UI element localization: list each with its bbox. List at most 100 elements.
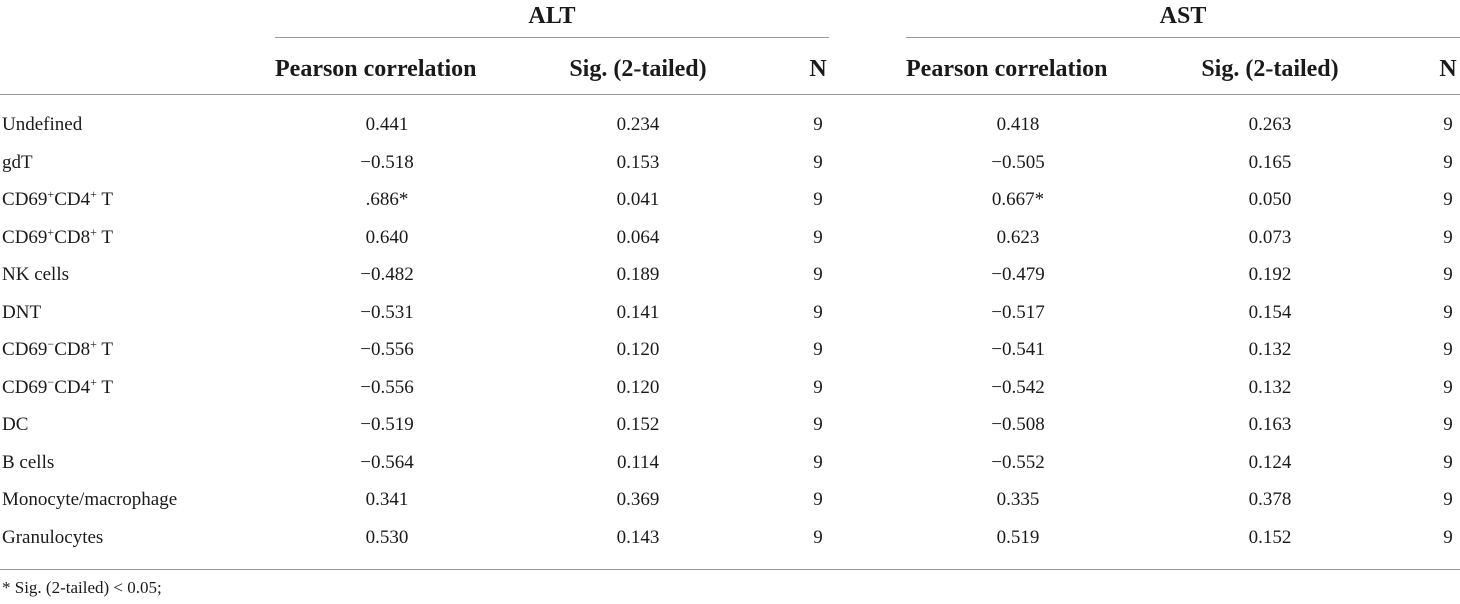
group-divider-ast (906, 37, 1460, 38)
table-row: DNT −0.531 0.141 9 −0.517 0.154 9 (0, 294, 1460, 332)
ast-pearson-cell: 0.623 (996, 226, 1040, 248)
column-header-ast-n: N (1439, 56, 1457, 82)
row-label: Granulocytes (2, 526, 104, 548)
ast-n-cell: 9 (1443, 301, 1453, 323)
alt-sig-cell: 0.141 (616, 301, 660, 323)
alt-sig-cell: 0.120 (616, 339, 660, 360)
alt-n-cell: 9 (813, 264, 823, 285)
table-row: gdT −0.518 0.153 9 −0.505 0.165 9 (0, 144, 1460, 182)
ast-pearson-cell: 0.335 (996, 489, 1040, 510)
ast-pearson-cell: −0.542 (991, 376, 1045, 398)
table-row: Undefined 0.441 0.234 9 0.418 0.263 9 (0, 106, 1460, 144)
alt-sig-cell: 0.189 (616, 264, 660, 285)
alt-pearson-cell: −0.556 (360, 376, 414, 398)
row-label: B cells (2, 451, 55, 473)
ast-sig-cell: 0.124 (1248, 451, 1292, 473)
table-body: Undefined 0.441 0.234 9 0.418 0.263 9 gdT −0.518… (0, 106, 1460, 556)
ast-n-cell: 9 (1443, 339, 1453, 360)
alt-pearson-cell: 0.640 (365, 226, 409, 248)
alt-n-cell: 9 (813, 414, 823, 435)
row-label: DNT (2, 301, 42, 323)
row-label: CD69−CD4+ T (2, 374, 113, 398)
ast-pearson-cell: −0.517 (991, 301, 1045, 323)
table-row: DC −0.519 0.152 9 −0.508 0.163 9 (0, 406, 1460, 444)
row-label: Monocyte/macrophage (2, 489, 178, 510)
table-row: CD69+CD4+ T .686* 0.041 9 0.667* 0.050 9 (0, 181, 1460, 219)
ast-pearson-cell: 0.667* (991, 189, 1045, 210)
ast-pearson-cell: −0.508 (991, 414, 1045, 435)
table-footnote: * Sig. (2-tailed) < 0.05; (2, 578, 162, 597)
ast-n-cell: 9 (1443, 264, 1453, 285)
column-header-ast-sig: Sig. (2-tailed) (1201, 56, 1339, 82)
alt-n-cell: 9 (813, 339, 823, 360)
alt-n-cell: 9 (813, 189, 823, 210)
alt-pearson-cell: −0.556 (360, 339, 414, 360)
alt-sig-cell: 0.369 (616, 489, 660, 510)
ast-n-cell: 9 (1443, 376, 1453, 398)
alt-n-cell: 9 (813, 526, 823, 548)
alt-n-cell: 9 (813, 301, 823, 323)
alt-sig-cell: 0.234 (616, 114, 660, 135)
alt-pearson-cell: .686* (365, 189, 409, 210)
ast-sig-cell: 0.263 (1248, 114, 1292, 135)
alt-n-cell: 9 (813, 451, 823, 473)
ast-pearson-cell: −0.541 (991, 339, 1045, 360)
ast-sig-cell: 0.163 (1248, 414, 1292, 435)
table-row: Granulocytes 0.530 0.143 9 0.519 0.152 9 (0, 519, 1460, 557)
alt-pearson-cell: −0.518 (360, 151, 414, 173)
row-label: CD69−CD8+ T (2, 337, 113, 360)
ast-sig-cell: 0.154 (1248, 301, 1292, 323)
ast-sig-cell: 0.165 (1248, 151, 1292, 173)
ast-sig-cell: 0.152 (1248, 526, 1292, 548)
alt-pearson-cell: 0.341 (365, 489, 409, 510)
alt-pearson-cell: −0.531 (360, 301, 414, 323)
alt-sig-cell: 0.153 (616, 151, 660, 173)
ast-pearson-cell: −0.552 (991, 451, 1045, 473)
ast-sig-cell: 0.192 (1248, 264, 1292, 285)
group-header-alt: ALT (528, 3, 576, 29)
column-header-alt-pearson: Pearson correlation (275, 56, 477, 82)
alt-pearson-cell: −0.519 (360, 414, 414, 435)
alt-pearson-cell: −0.564 (360, 451, 414, 473)
alt-n-cell: 9 (813, 489, 823, 510)
table-row: NK cells −0.482 0.189 9 −0.479 0.192 9 (0, 256, 1460, 294)
alt-sig-cell: 0.143 (616, 526, 660, 548)
row-label: CD69+CD4+ T (2, 187, 113, 210)
alt-pearson-cell: 0.441 (365, 114, 409, 135)
ast-n-cell: 9 (1443, 526, 1453, 548)
alt-pearson-cell: 0.530 (365, 526, 409, 548)
ast-sig-cell: 0.132 (1248, 339, 1292, 360)
ast-pearson-cell: −0.505 (991, 151, 1045, 173)
row-label: DC (2, 414, 29, 435)
ast-n-cell: 9 (1443, 189, 1453, 210)
table-bottom-rule (0, 569, 1460, 570)
table-row: CD69+CD8+ T 0.640 0.064 9 0.623 0.073 9 (0, 219, 1460, 257)
row-label: gdT (2, 151, 33, 173)
alt-n-cell: 9 (813, 151, 823, 173)
alt-sig-cell: 0.114 (616, 451, 660, 473)
ast-sig-cell: 0.073 (1248, 226, 1292, 248)
ast-sig-cell: 0.378 (1248, 489, 1292, 510)
ast-pearson-cell: −0.479 (991, 264, 1045, 285)
ast-sig-cell: 0.132 (1248, 376, 1292, 398)
header-rule (0, 94, 1460, 95)
alt-sig-cell: 0.064 (616, 226, 660, 248)
ast-pearson-cell: 0.519 (996, 526, 1040, 548)
ast-n-cell: 9 (1443, 451, 1453, 473)
alt-sig-cell: 0.041 (616, 189, 660, 210)
table-row: CD69−CD4+ T −0.556 0.120 9 −0.542 0.132 9 (0, 369, 1460, 407)
alt-sig-cell: 0.152 (616, 414, 660, 435)
ast-n-cell: 9 (1443, 114, 1453, 135)
ast-sig-cell: 0.050 (1248, 189, 1292, 210)
group-divider-alt (275, 37, 829, 38)
alt-n-cell: 9 (813, 114, 823, 135)
alt-n-cell: 9 (813, 226, 823, 248)
row-label: Undefined (2, 114, 83, 135)
alt-n-cell: 9 (813, 376, 823, 398)
ast-n-cell: 9 (1443, 226, 1453, 248)
row-label: CD69+CD8+ T (2, 224, 113, 248)
alt-pearson-cell: −0.482 (360, 264, 414, 285)
ast-pearson-cell: 0.418 (996, 114, 1040, 135)
alt-sig-cell: 0.120 (616, 376, 660, 398)
ast-n-cell: 9 (1443, 489, 1453, 510)
